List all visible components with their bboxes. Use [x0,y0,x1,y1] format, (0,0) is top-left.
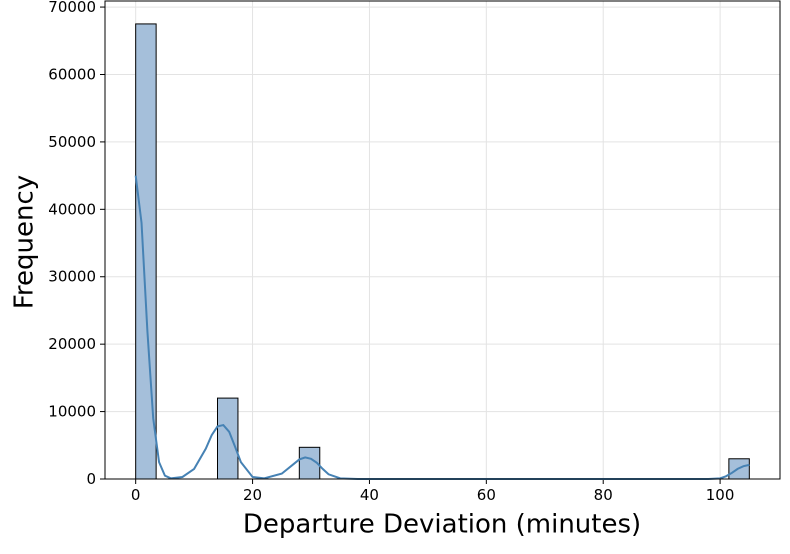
y-tick-label: 50000 [48,133,96,151]
y-tick-label: 70000 [48,0,96,16]
x-tick-label: 20 [243,486,262,504]
x-tick-label: 80 [594,486,613,504]
y-tick-label: 40000 [48,200,96,218]
x-tick-label: 60 [477,486,496,504]
y-tick-label: 20000 [48,335,96,353]
x-tick-label: 40 [360,486,379,504]
y-tick-label: 60000 [48,65,96,83]
plot-frame [104,0,781,480]
x-tick-label: 0 [131,486,141,504]
x-tick-label: 100 [706,486,735,504]
y-axis-label: Frequency [10,175,40,309]
y-tick-label: 0 [86,470,96,488]
bar [217,397,239,480]
y-tick-label: 10000 [48,403,96,421]
x-axis-label: Departure Deviation (minutes) [243,510,641,540]
y-tick-label: 30000 [48,268,96,286]
